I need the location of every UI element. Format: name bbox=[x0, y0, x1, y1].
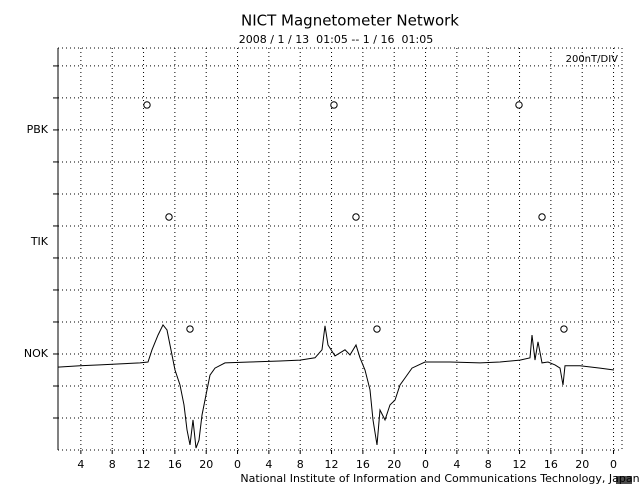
x-tick-label: 4 bbox=[453, 458, 460, 471]
x-tick-label: 0 bbox=[610, 458, 617, 471]
chart-subtitle: 2008 / 1 / 13 01:05 -- 1 / 16 01:05 bbox=[239, 33, 433, 46]
x-tick-label: 12 bbox=[325, 458, 339, 471]
y-tick-label: PBK bbox=[27, 123, 49, 136]
x-tick-label: 8 bbox=[109, 458, 116, 471]
marker-circle bbox=[560, 325, 568, 333]
marker-circle bbox=[143, 101, 151, 109]
x-tick-label: 8 bbox=[297, 458, 304, 471]
footer: National Institute of Information and Co… bbox=[240, 472, 639, 485]
x-tick-label: 20 bbox=[199, 458, 213, 471]
x-tick-label: 4 bbox=[265, 458, 272, 471]
x-tick-label: 12 bbox=[513, 458, 527, 471]
marker-circle bbox=[186, 325, 194, 333]
chart-title: NICT Magnetometer Network bbox=[241, 12, 459, 30]
marker-circle bbox=[330, 101, 338, 109]
x-tick-label: 0 bbox=[234, 458, 241, 471]
x-tick-label: 0 bbox=[422, 458, 429, 471]
x-tick-label: 12 bbox=[137, 458, 151, 471]
marker-circle bbox=[373, 325, 381, 333]
x-tick-label: 16 bbox=[168, 458, 182, 471]
x-tick-label: 16 bbox=[544, 458, 558, 471]
logo bbox=[616, 476, 632, 484]
x-tick-label: 20 bbox=[575, 458, 589, 471]
x-tick-label: 16 bbox=[356, 458, 370, 471]
trace bbox=[57, 323, 615, 449]
y-tick-label: NOK bbox=[24, 347, 49, 360]
x-tick-label: 4 bbox=[77, 458, 84, 471]
marker-circle bbox=[352, 213, 360, 221]
marker-circle bbox=[515, 101, 523, 109]
y-tick-label: TIK bbox=[30, 235, 49, 248]
marker-circle bbox=[538, 213, 546, 221]
scale-label: 200nT/DIV bbox=[566, 54, 619, 65]
marker-circle bbox=[165, 213, 173, 221]
x-tick-label: 20 bbox=[387, 458, 401, 471]
x-tick-label: 8 bbox=[485, 458, 492, 471]
